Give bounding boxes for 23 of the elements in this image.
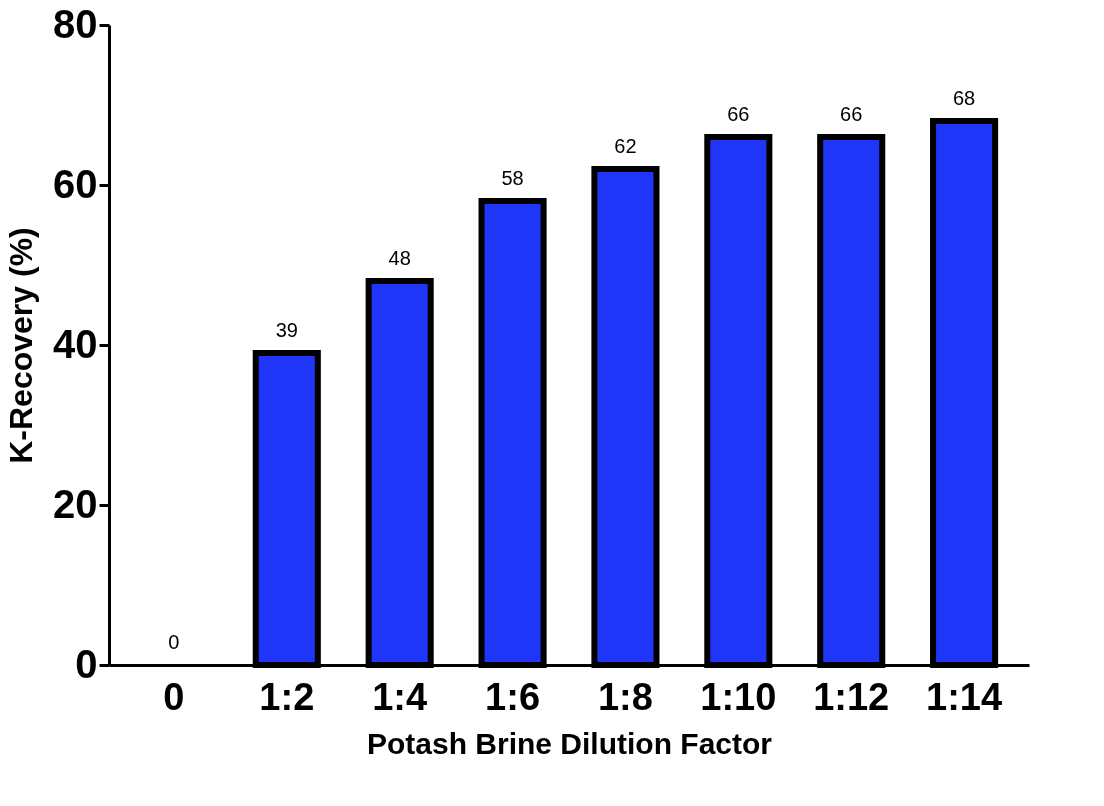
x-tick-label: 0 — [163, 675, 185, 718]
data-label: 68 — [952, 87, 976, 109]
x-tick-label: 1:12 — [813, 675, 890, 718]
x-axis-title: Potash Brine Dilution Factor — [366, 726, 773, 760]
y-tick-label: 20 — [53, 481, 98, 526]
x-tick-label: 1:2 — [259, 675, 315, 718]
x-tick-label: 1:14 — [926, 675, 1003, 718]
y-axis-title: K-Recovery (%) — [3, 227, 40, 464]
data-label: 39 — [275, 319, 298, 341]
data-label: 66 — [840, 103, 863, 125]
y-tick-label: 0 — [75, 641, 98, 686]
y-tick-label: 60 — [53, 161, 98, 206]
data-label: 58 — [501, 167, 524, 189]
x-tick-label: 1:10 — [700, 675, 777, 718]
y-tick-label: 80 — [53, 1, 98, 46]
x-tick-label: 1:4 — [372, 675, 428, 718]
data-label: 66 — [727, 103, 750, 125]
data-label: 62 — [614, 135, 637, 157]
x-tick-label: 1:8 — [597, 675, 653, 718]
data-label: 0 — [168, 631, 180, 653]
data-label: 48 — [388, 247, 411, 269]
y-tick-label: 40 — [53, 321, 98, 366]
x-tick-label: 1:6 — [485, 675, 541, 718]
